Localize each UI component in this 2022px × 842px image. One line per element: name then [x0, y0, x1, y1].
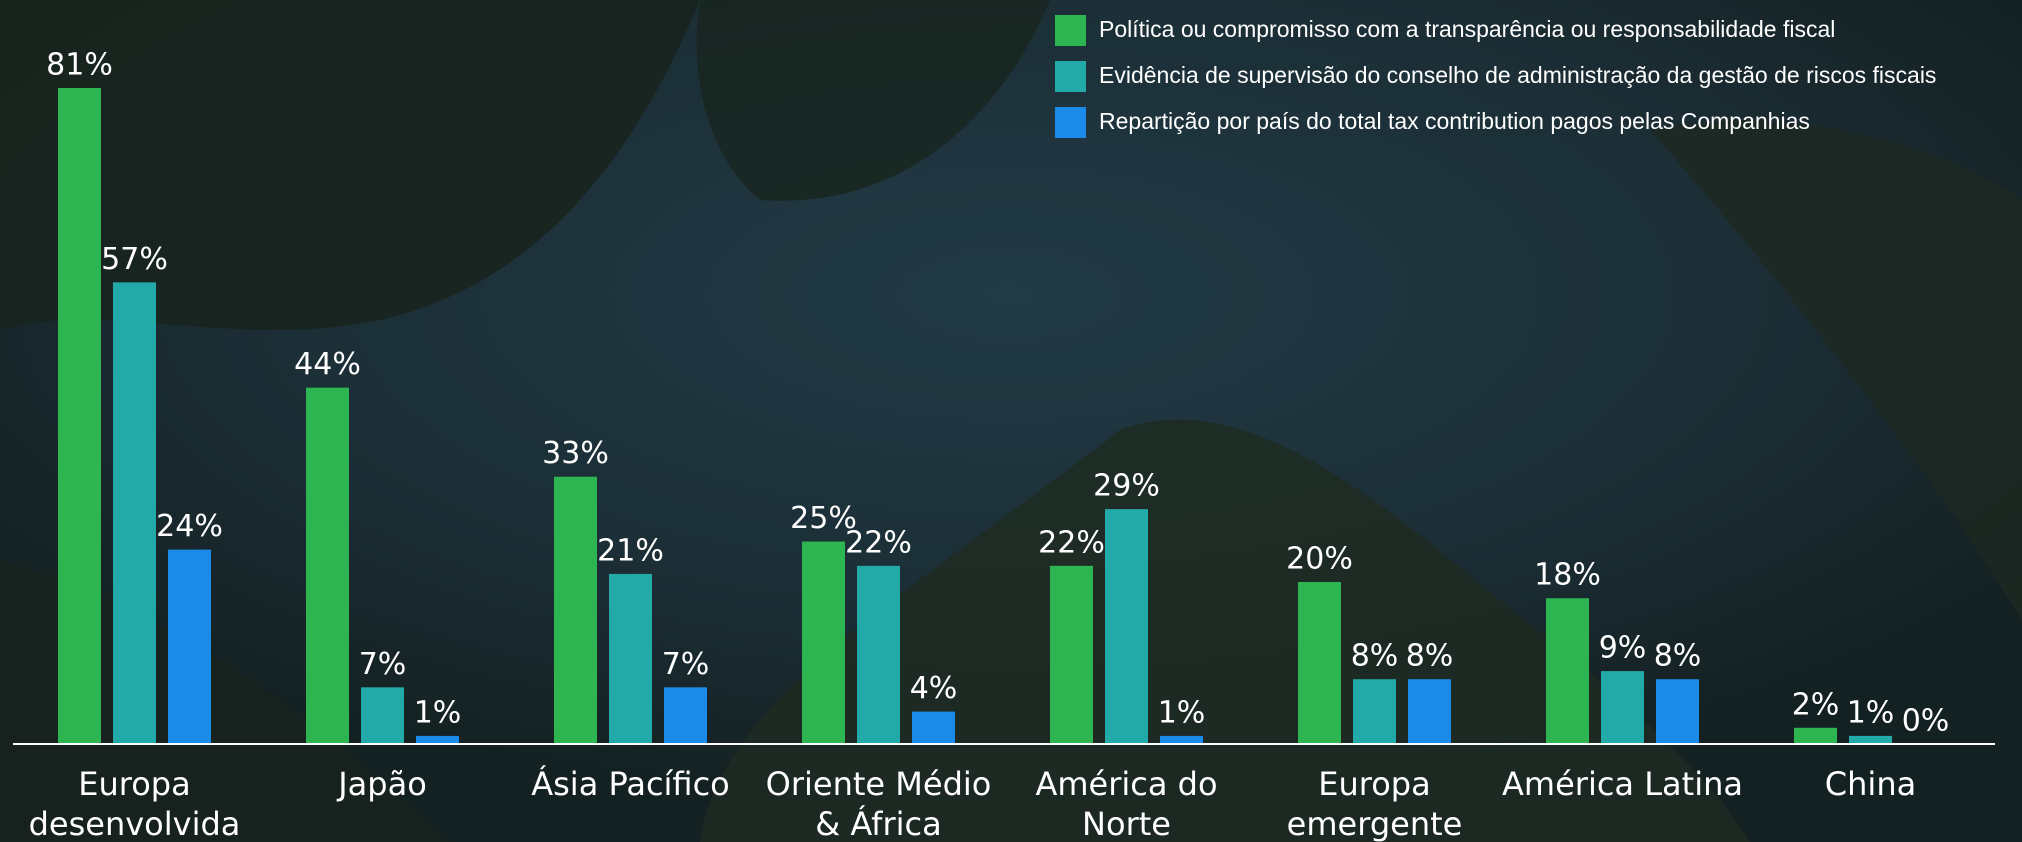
value-label: 7%: [662, 647, 710, 682]
x-tick-label: Japão: [336, 765, 427, 803]
value-label: 81%: [46, 48, 113, 83]
value-label: 18%: [1534, 558, 1601, 593]
bar: [1656, 679, 1699, 744]
value-label: 4%: [910, 671, 958, 706]
bar: [113, 282, 156, 744]
legend-label: Repartição por país do total tax contrib…: [1099, 108, 1810, 134]
value-label: 57%: [101, 242, 168, 277]
bar: [306, 388, 349, 744]
x-tick-label: Europa: [78, 765, 190, 803]
bar: [664, 687, 707, 744]
bar: [1601, 671, 1644, 744]
x-tick-label: Europa: [1318, 765, 1430, 803]
value-label: 2%: [1792, 687, 1840, 722]
bar: [1794, 728, 1837, 744]
bar: [802, 542, 845, 744]
value-label: 21%: [597, 533, 664, 568]
value-label: 8%: [1406, 639, 1454, 674]
x-tick-label: & África: [815, 805, 941, 842]
value-label: 29%: [1093, 469, 1160, 504]
bar: [1160, 736, 1203, 744]
x-tick-label: Oriente Médio: [766, 765, 992, 803]
legend-swatch: [1055, 61, 1086, 92]
value-label: 44%: [294, 347, 361, 382]
value-label: 7%: [359, 647, 407, 682]
bar: [1849, 736, 1892, 744]
value-label: 8%: [1351, 639, 1399, 674]
value-label: 1%: [1847, 695, 1895, 730]
bar: [1546, 598, 1589, 744]
bar: [1050, 566, 1093, 744]
x-tick-label: desenvolvida: [29, 805, 241, 842]
legend-label: Evidência de supervisão do conselho de a…: [1099, 62, 1936, 88]
value-label: 20%: [1286, 542, 1353, 577]
x-tick-label: América Latina: [1502, 765, 1743, 803]
value-label: 9%: [1599, 631, 1647, 666]
legend-swatch: [1055, 15, 1086, 46]
x-tick-label: emergente: [1287, 805, 1463, 842]
value-label: 0%: [1902, 704, 1950, 739]
legend-swatch: [1055, 107, 1086, 138]
value-label: 33%: [542, 436, 609, 471]
bar: [554, 477, 597, 744]
bar: [58, 88, 101, 744]
value-label: 1%: [1158, 695, 1206, 730]
x-tick-label: China: [1825, 765, 1916, 803]
bar: [168, 550, 211, 744]
bar: [1408, 679, 1451, 744]
bar: [912, 712, 955, 744]
bar: [1105, 509, 1148, 744]
x-tick-label: Ásia Pacífico: [531, 765, 730, 803]
value-label: 22%: [845, 525, 912, 560]
bar: [361, 687, 404, 744]
value-label: 8%: [1654, 639, 1702, 674]
chart: 81%44%33%25%22%20%18%2%57%7%21%22%29%8%9…: [0, 0, 2022, 842]
bar: [1298, 582, 1341, 744]
bar: [857, 566, 900, 744]
bar: [416, 736, 459, 744]
value-label: 24%: [156, 509, 223, 544]
x-tick-label: Norte: [1082, 805, 1171, 842]
value-label: 22%: [1038, 525, 1105, 560]
legend-label: Política ou compromisso com a transparên…: [1099, 16, 1835, 42]
bar: [1353, 679, 1396, 744]
value-label: 1%: [414, 695, 462, 730]
bar: [609, 574, 652, 744]
x-tick-label: América do: [1035, 765, 1217, 803]
